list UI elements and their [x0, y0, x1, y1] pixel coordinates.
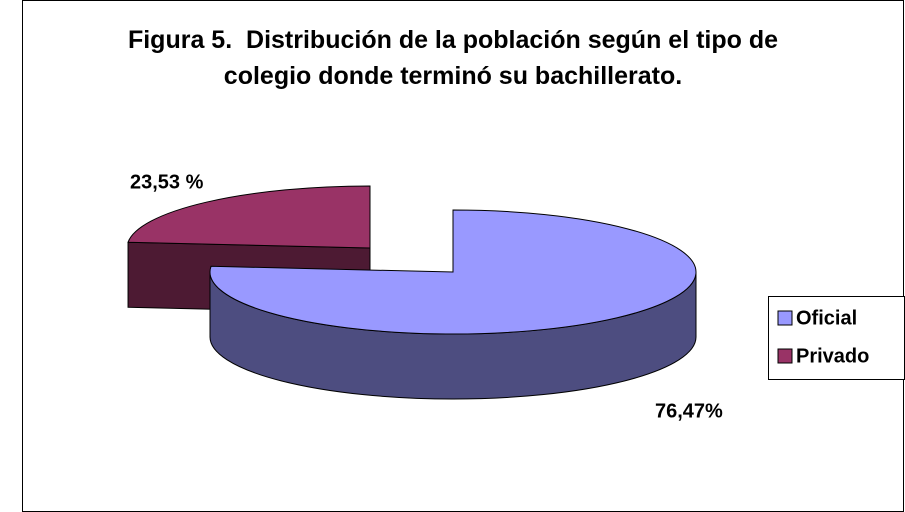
- data-label: 76,47%: [655, 400, 723, 422]
- chart-title: Figura 5. Distribución de la población s…: [127, 26, 785, 90]
- slice: [209, 209, 697, 335]
- slice: [127, 185, 371, 249]
- legend-label: Oficial: [796, 307, 857, 329]
- legend-swatch: [777, 310, 793, 326]
- legend-box: [768, 296, 905, 380]
- legend-label: Privado: [796, 345, 869, 367]
- data-label: 23,53 %: [130, 171, 204, 193]
- legend-swatch: [777, 348, 793, 364]
